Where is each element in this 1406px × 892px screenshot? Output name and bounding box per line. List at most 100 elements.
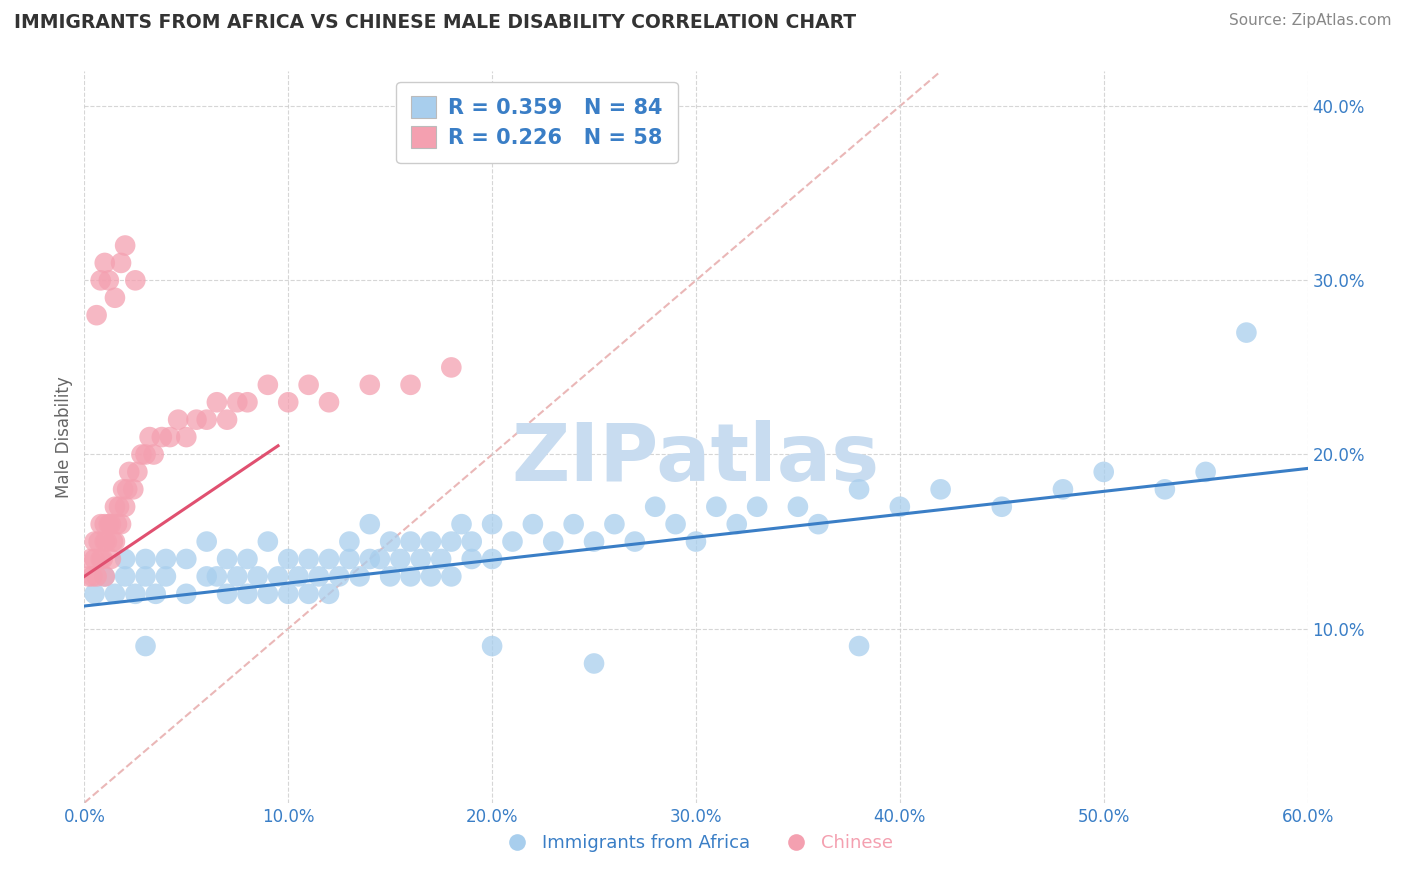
Point — [135, 639, 157, 653]
Point — [167, 412, 190, 426]
Point — [104, 291, 127, 305]
Point — [90, 517, 112, 532]
Point — [217, 552, 239, 566]
Point — [399, 534, 422, 549]
Point — [114, 500, 136, 514]
Point — [725, 517, 748, 532]
Point — [217, 412, 239, 426]
Point — [93, 569, 115, 583]
Point — [83, 534, 105, 549]
Point — [145, 587, 167, 601]
Point — [603, 517, 626, 532]
Point — [380, 534, 402, 549]
Point — [115, 483, 138, 497]
Y-axis label: Male Disability: Male Disability — [55, 376, 73, 498]
Point — [100, 517, 122, 532]
Point — [195, 534, 218, 549]
Point — [86, 308, 108, 322]
Point — [430, 552, 453, 566]
Point — [114, 552, 136, 566]
Point — [583, 657, 606, 671]
Point — [277, 395, 299, 409]
Point — [277, 587, 299, 601]
Point — [420, 569, 443, 583]
Point — [787, 500, 810, 514]
Point — [90, 552, 112, 566]
Point — [1154, 483, 1177, 497]
Point — [349, 569, 371, 583]
Point — [440, 569, 463, 583]
Text: Source: ZipAtlas.com: Source: ZipAtlas.com — [1229, 13, 1392, 29]
Point — [450, 517, 472, 532]
Point — [97, 517, 120, 532]
Point — [848, 483, 870, 497]
Point — [127, 465, 149, 479]
Point — [112, 483, 135, 497]
Point — [110, 256, 132, 270]
Point — [101, 534, 124, 549]
Point — [318, 552, 340, 566]
Point — [246, 569, 269, 583]
Point — [368, 552, 391, 566]
Point — [135, 448, 157, 462]
Point — [96, 534, 118, 549]
Point — [110, 517, 132, 532]
Point — [298, 587, 321, 601]
Point — [389, 552, 412, 566]
Point — [226, 569, 249, 583]
Point — [339, 552, 361, 566]
Point — [155, 552, 177, 566]
Point — [277, 552, 299, 566]
Point — [205, 395, 228, 409]
Point — [889, 500, 911, 514]
Point — [1195, 465, 1218, 479]
Point — [461, 534, 484, 549]
Point — [118, 465, 141, 479]
Point — [644, 500, 666, 514]
Point — [79, 552, 101, 566]
Point — [217, 587, 239, 601]
Point — [138, 430, 160, 444]
Point — [174, 552, 197, 566]
Point — [481, 552, 503, 566]
Point — [77, 569, 100, 583]
Point — [318, 395, 340, 409]
Point — [380, 569, 402, 583]
Point — [257, 587, 280, 601]
Point — [481, 517, 503, 532]
Point — [131, 448, 153, 462]
Point — [135, 569, 157, 583]
Point — [399, 377, 422, 392]
Point — [104, 534, 127, 549]
Point — [1236, 326, 1258, 340]
Point — [991, 500, 1014, 514]
Point — [135, 552, 157, 566]
Point — [562, 517, 585, 532]
Point — [93, 256, 115, 270]
Point — [100, 552, 122, 566]
Point — [108, 500, 131, 514]
Point — [267, 569, 290, 583]
Point — [104, 587, 127, 601]
Text: IMMIGRANTS FROM AFRICA VS CHINESE MALE DISABILITY CORRELATION CHART: IMMIGRANTS FROM AFRICA VS CHINESE MALE D… — [14, 13, 856, 32]
Point — [236, 395, 259, 409]
Point — [318, 587, 340, 601]
Point — [86, 569, 108, 583]
Point — [287, 569, 309, 583]
Point — [399, 569, 422, 583]
Point — [440, 360, 463, 375]
Point — [174, 430, 197, 444]
Point — [257, 377, 280, 392]
Point — [205, 569, 228, 583]
Point — [226, 395, 249, 409]
Point — [359, 377, 381, 392]
Point — [93, 534, 115, 549]
Point — [97, 273, 120, 287]
Point — [624, 534, 647, 549]
Point — [150, 430, 173, 444]
Point — [583, 534, 606, 549]
Point — [83, 587, 105, 601]
Point — [685, 534, 707, 549]
Point — [155, 569, 177, 583]
Point — [122, 483, 145, 497]
